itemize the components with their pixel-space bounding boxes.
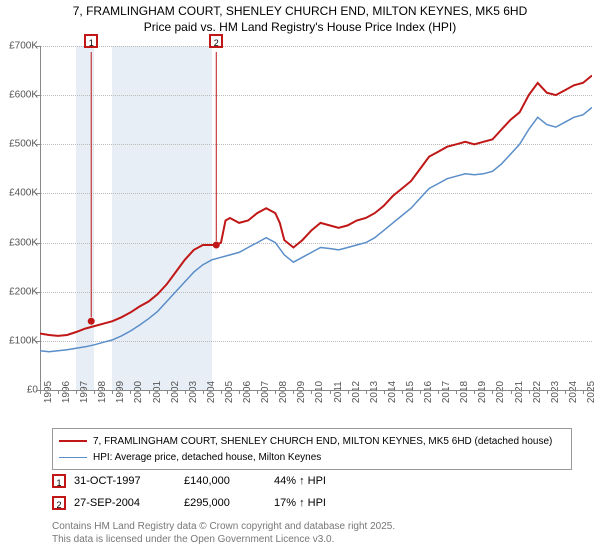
sale-row-note: 17% ↑ HPI — [274, 497, 572, 509]
series-property — [40, 76, 592, 336]
legend-label: 7, FRAMLINGHAM COURT, SHENLEY CHURCH END… — [93, 436, 552, 447]
y-axis-label: £300K — [0, 237, 38, 248]
sale-row: 2 27-SEP-2004£295,00017% ↑ HPI — [52, 492, 572, 514]
sale-row-price: £295,000 — [184, 497, 274, 509]
title-block: 7, FRAMLINGHAM COURT, SHENLEY CHURCH END… — [0, 0, 600, 35]
copyright-line-1: Contains HM Land Registry data © Crown c… — [52, 520, 592, 533]
legend-box: 7, FRAMLINGHAM COURT, SHENLEY CHURCH END… — [52, 428, 572, 470]
copyright-notice: Contains HM Land Registry data © Crown c… — [52, 520, 592, 546]
y-axis-label: £600K — [0, 90, 38, 101]
sale-row-note: 44% ↑ HPI — [274, 475, 572, 487]
series-hpi — [40, 107, 592, 351]
sale-row-marker: 2 — [52, 496, 66, 510]
chart-container: 7, FRAMLINGHAM COURT, SHENLEY CHURCH END… — [0, 0, 600, 560]
y-axis-label: £100K — [0, 335, 38, 346]
sale-row-marker: 1 — [52, 474, 66, 488]
copyright-line-2: This data is licensed under the Open Gov… — [52, 533, 592, 546]
chart-lines — [40, 46, 592, 390]
legend-label: HPI: Average price, detached house, Milt… — [93, 452, 321, 463]
x-axis — [40, 390, 592, 391]
chart-plot: £0£100K£200K£300K£400K£500K£600K£700K199… — [40, 46, 592, 390]
title-address: 7, FRAMLINGHAM COURT, SHENLEY CHURCH END… — [0, 4, 600, 20]
legend-swatch — [59, 440, 87, 442]
sale-marker-box: 1 — [84, 34, 98, 48]
y-axis-label: £0 — [0, 385, 38, 396]
y-axis-label: £500K — [0, 139, 38, 150]
legend-swatch — [59, 457, 87, 458]
sales-table: 1 31-OCT-1997£140,00044% ↑ HPI 2 27-SEP-200… — [52, 470, 572, 514]
sale-row-date: 31-OCT-1997 — [74, 475, 184, 487]
y-axis-label: £200K — [0, 286, 38, 297]
sale-marker-dot — [88, 318, 95, 325]
sale-row: 1 31-OCT-1997£140,00044% ↑ HPI — [52, 470, 572, 492]
y-axis-label: £700K — [0, 41, 38, 52]
sale-row-price: £140,000 — [184, 475, 274, 487]
chart-area: £0£100K£200K£300K£400K£500K£600K£700K199… — [40, 46, 592, 418]
sale-row-date: 27-SEP-2004 — [74, 497, 184, 509]
legend-row-property: 7, FRAMLINGHAM COURT, SHENLEY CHURCH END… — [59, 433, 565, 449]
sale-marker-dot — [213, 242, 220, 249]
title-subtitle: Price paid vs. HM Land Registry's House … — [0, 20, 600, 36]
legend-row-hpi: HPI: Average price, detached house, Milt… — [59, 449, 565, 465]
sale-marker-box: 2 — [209, 34, 223, 48]
y-axis-label: £400K — [0, 188, 38, 199]
